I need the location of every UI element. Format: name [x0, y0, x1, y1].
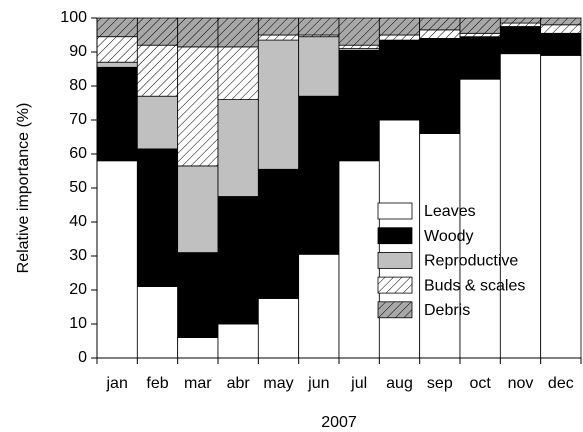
y-tick-label: 70 [69, 111, 87, 128]
bar-segment [136, 17, 179, 46]
x-tick-label: aug [386, 375, 413, 392]
legend-swatch [377, 251, 413, 269]
x-tick-label: feb [146, 375, 168, 392]
bar-segment [540, 17, 582, 26]
bar-segment [540, 55, 582, 359]
bar-segment [298, 36, 340, 97]
legend-label: Debris [424, 302, 470, 319]
legend-label: Buds & scales [424, 277, 525, 294]
bar-segment [419, 38, 461, 134]
bar-segment [378, 17, 421, 36]
bar-segment [338, 44, 380, 50]
bar-segment [419, 17, 461, 31]
x-tick-label: jun [307, 375, 329, 392]
y-tick-label: 50 [69, 179, 87, 196]
bar-segment [257, 168, 300, 299]
bar-segment [217, 196, 259, 325]
x-tick-label: jan [105, 375, 127, 392]
legend-swatch [377, 301, 413, 319]
x-tick-label: may [263, 375, 293, 392]
bar-segment [177, 17, 219, 48]
bar-segment [338, 160, 380, 359]
bar-segment [419, 29, 461, 39]
bar-segment [136, 44, 179, 97]
y-tick-label: 100 [60, 9, 87, 26]
x-tick-label: oct [469, 375, 491, 392]
bar-segment [136, 148, 179, 287]
bar-segment [177, 337, 219, 359]
bar-segment [177, 165, 219, 253]
bar-segment [459, 32, 501, 38]
legend-label: Reproductive [424, 253, 518, 270]
x-tick-label: jul [350, 375, 367, 392]
bar-segment [298, 17, 340, 36]
x-tick-label: dec [548, 375, 574, 392]
bar-segment [499, 22, 542, 27]
bar-segment [459, 17, 501, 34]
bar-segment [338, 17, 380, 46]
bar-segment [499, 17, 542, 24]
bar-segment [217, 46, 259, 101]
bar-segment [96, 66, 138, 162]
bar-segment [136, 286, 179, 359]
x-tick-label: sep [427, 375, 453, 392]
bar-segment [96, 17, 138, 38]
x-tick-label: abr [227, 375, 251, 392]
y-tick-label: 10 [69, 315, 87, 332]
bar-segment [378, 39, 421, 121]
bar-segment [257, 34, 300, 41]
y-tick-label: 60 [69, 145, 87, 162]
bar-segment [540, 24, 582, 34]
bar-segment [177, 46, 219, 167]
bar-segment [217, 99, 259, 197]
x-axis-label: 2007 [321, 414, 357, 431]
y-tick-label: 90 [69, 43, 87, 60]
bar-segment [217, 17, 259, 48]
bar-segment [499, 53, 542, 359]
y-tick-label: 40 [69, 213, 87, 230]
bar-segment [96, 36, 138, 63]
bar-segment [298, 95, 340, 255]
y-axis-label: Relative importance (%) [15, 103, 32, 274]
bar-segment [96, 61, 138, 68]
bar-segment [378, 34, 421, 41]
bar-segment [136, 95, 179, 150]
y-tick-label: 80 [69, 77, 87, 94]
legend-swatch [377, 202, 413, 220]
x-tick-label: nov [508, 375, 534, 392]
y-tick-label: 0 [78, 349, 87, 366]
bar-segment [257, 17, 300, 36]
bar-segment [257, 298, 300, 359]
legend-label: Leaves [424, 203, 476, 220]
x-tick-label: mar [184, 375, 212, 392]
bar-segment [257, 39, 300, 170]
bar-segment [177, 252, 219, 339]
legend-swatch [377, 227, 413, 245]
bar-segment [499, 26, 542, 55]
bar-segment [419, 133, 461, 359]
bar-segment [298, 253, 340, 359]
bar-segment [96, 160, 138, 359]
bar-segment [338, 49, 380, 162]
bar-segment [217, 323, 259, 359]
legend-label: Woody [424, 228, 474, 245]
y-tick-label: 20 [69, 281, 87, 298]
bar-segment [459, 36, 501, 80]
bar-segment [540, 32, 582, 56]
y-tick-label: 30 [69, 247, 87, 264]
legend-swatch [377, 276, 413, 294]
